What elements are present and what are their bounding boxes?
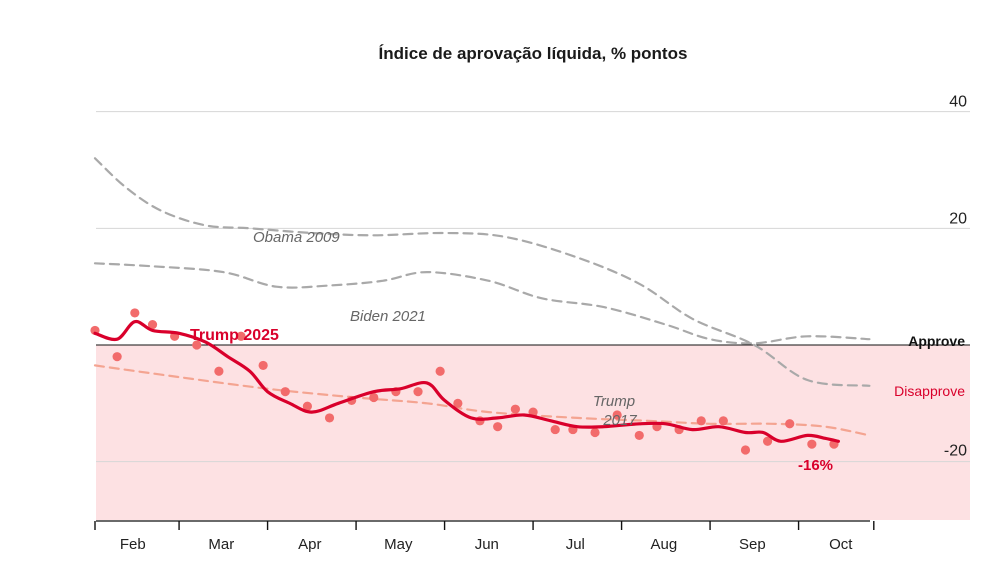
poll-point (130, 308, 140, 318)
series-layer (93, 157, 871, 437)
series-line-trump-2025 (93, 319, 840, 443)
x-tick-label: Jul (566, 536, 585, 553)
x-tick-label: Apr (298, 536, 321, 553)
poll-point (214, 366, 224, 376)
poll-point (785, 419, 795, 429)
y-axis: 40 20 -20 (944, 94, 967, 460)
poll-point (413, 387, 423, 397)
series-line-obama-2009 (93, 157, 871, 387)
poll-point (324, 413, 335, 423)
x-tick-label: Mar (208, 536, 234, 553)
poll-point (510, 404, 520, 414)
approve-label: Approve (908, 333, 965, 349)
poll-point (192, 340, 202, 350)
x-tick-label: Aug (650, 536, 677, 553)
trump-2025-label: Trump 2025 (190, 327, 279, 344)
poll-point (740, 445, 751, 455)
trump-2025-end-value: -16% (798, 457, 833, 474)
poll-point (147, 319, 158, 330)
poll-point (634, 430, 644, 441)
x-tick-label: Oct (829, 536, 853, 553)
poll-point (493, 422, 503, 432)
x-tick-label: Sep (739, 536, 766, 553)
poll-point (112, 352, 122, 362)
x-axis: Feb Mar Apr May Jun Jul Aug Sep Oct (94, 520, 875, 553)
poll-point (807, 439, 817, 449)
disapprove-label: Disapprove (894, 383, 965, 399)
x-tick-label: Feb (120, 536, 146, 553)
poll-point (696, 416, 706, 426)
points-layer (90, 308, 839, 455)
x-tick-label: Jun (475, 536, 499, 553)
poll-point (435, 366, 445, 376)
biden-2021-label: Biden 2021 (350, 308, 426, 325)
trump-2017-label-year: 2017 (602, 412, 637, 429)
poll-point (612, 410, 622, 420)
y-tick-label: -20 (944, 443, 967, 460)
poll-point (453, 398, 463, 408)
y-tick-label: 40 (949, 94, 967, 111)
poll-point (763, 436, 773, 446)
poll-point (302, 401, 312, 411)
poll-point (280, 387, 290, 397)
x-tick-label: May (384, 536, 413, 553)
obama-2009-label: Obama 2009 (253, 229, 340, 246)
poll-point (369, 392, 379, 403)
poll-point (718, 416, 728, 426)
y-tick-label: 20 (949, 210, 967, 227)
poll-point (550, 424, 560, 435)
disapprove-zone (96, 345, 970, 520)
poll-point (236, 331, 246, 341)
chart-title: Índice de aprovação líquida, % pontos (379, 44, 688, 63)
poll-point (258, 360, 268, 371)
series-line-trump-2017 (93, 364, 871, 437)
poll-point (590, 427, 600, 438)
trump-2017-label-word: Trump (593, 393, 635, 410)
series-line-biden-2021 (93, 262, 871, 345)
